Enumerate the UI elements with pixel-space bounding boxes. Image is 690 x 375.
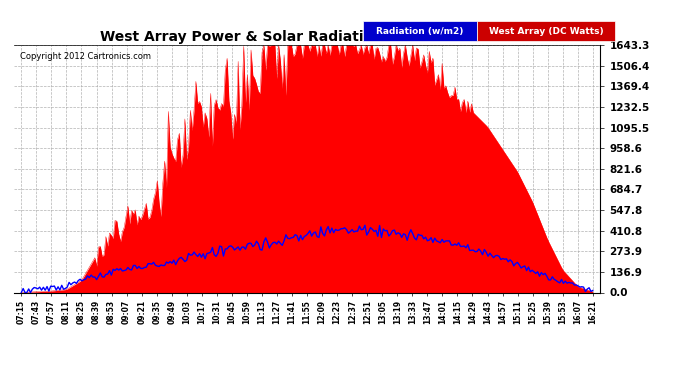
- Text: Radiation (w/m2): Radiation (w/m2): [376, 27, 464, 36]
- Text: West Array (DC Watts): West Array (DC Watts): [489, 27, 603, 36]
- Text: Copyright 2012 Cartronics.com: Copyright 2012 Cartronics.com: [19, 53, 150, 62]
- Title: West Array Power & Solar Radiation Tue Dec 4 16:22: West Array Power & Solar Radiation Tue D…: [100, 30, 514, 44]
